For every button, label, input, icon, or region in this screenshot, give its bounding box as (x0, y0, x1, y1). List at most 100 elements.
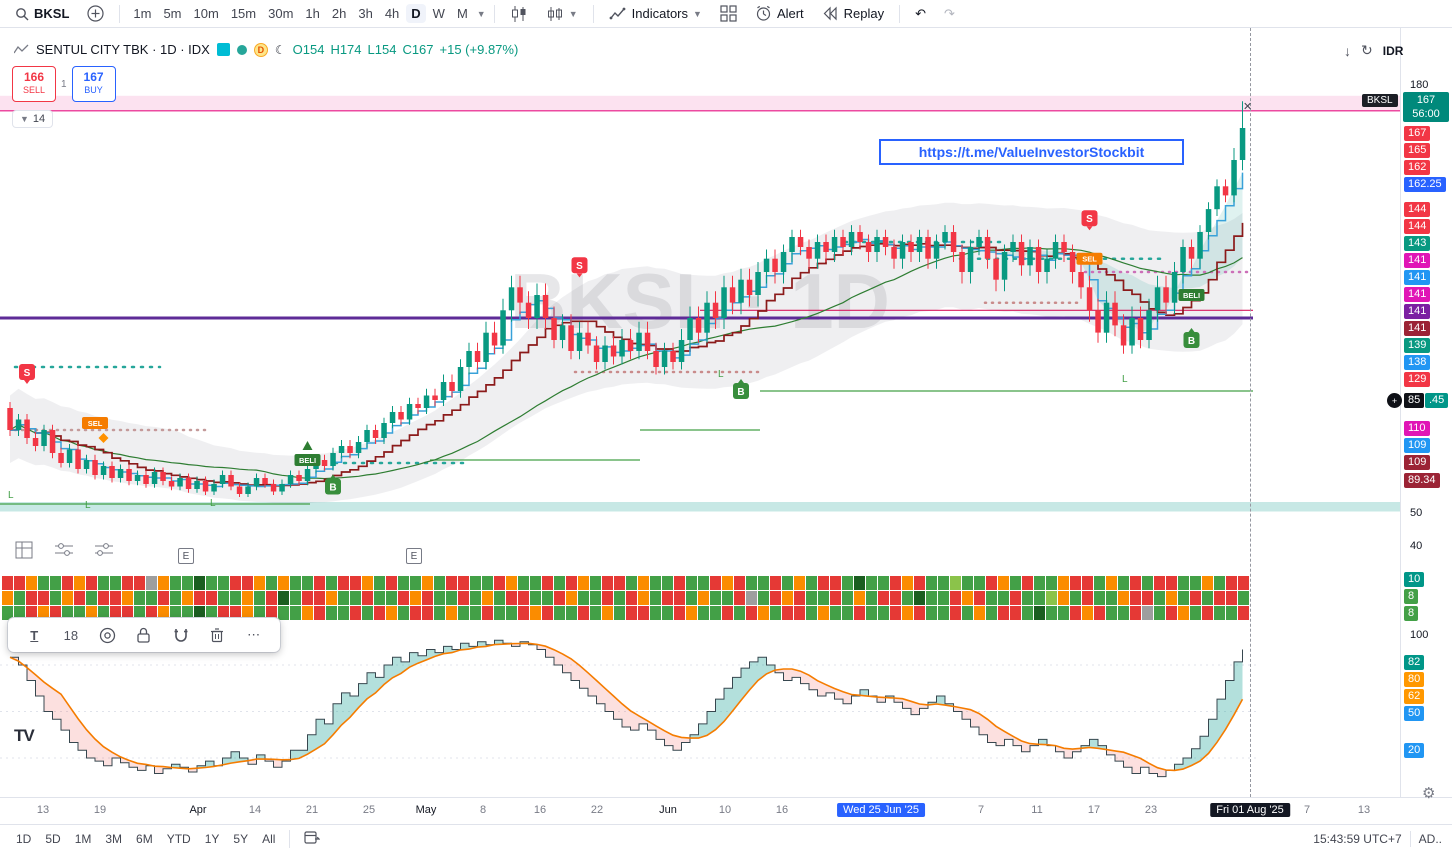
heatmap-indicator[interactable] (2, 576, 1258, 622)
timeframe-chevron-icon[interactable]: ▼ (476, 8, 486, 19)
heatmap-cell (170, 576, 181, 590)
timeframe-1m[interactable]: 1m (133, 6, 152, 21)
price-chart-canvas[interactable]: BKSL · 1DLLLLLSELSELBELIBELISSSBBB (0, 28, 1400, 570)
download-icon[interactable]: ↓ (1344, 42, 1351, 59)
symbol-search-button[interactable]: BKSL (8, 4, 76, 23)
timeframe-10m[interactable]: 10m (193, 6, 219, 21)
chart-style-picker-button[interactable]: ▼ (539, 3, 585, 25)
adjust-toggle[interactable]: AD.. (1418, 832, 1442, 846)
heatmap-cell (674, 576, 685, 590)
magnet-button[interactable] (167, 622, 195, 648)
heatmap-cell (578, 606, 589, 620)
compare-add-button[interactable] (80, 3, 111, 24)
heatmap-cell (902, 591, 913, 605)
heatmap-cell (62, 606, 73, 620)
time-tick: 7 (977, 804, 985, 816)
emoji-tool-button[interactable] (93, 622, 121, 648)
range-5d[interactable]: 5D (45, 832, 61, 846)
price-label-8: 8 (1404, 589, 1419, 604)
url-annotation[interactable]: https://t.me/ValueInvestorStockbit (879, 139, 1184, 165)
chart-legend[interactable]: SENTUL CITY TBK · 1D · IDX D ☾ O154 H174… (14, 42, 518, 57)
range-6m[interactable]: 6M (136, 832, 153, 846)
range-1d[interactable]: 1D (16, 832, 32, 846)
replay-button[interactable]: Replay (815, 3, 891, 24)
heatmap-cell (374, 591, 385, 605)
oscillator-canvas[interactable] (0, 630, 1400, 797)
heatmap-cell (926, 576, 937, 590)
heatmap-cell (794, 591, 805, 605)
crosshair-vertical-line (1250, 28, 1251, 797)
chart-style-button[interactable] (503, 3, 535, 25)
timeframe-3h[interactable]: 3h (358, 6, 373, 21)
layout-grid-button[interactable] (713, 3, 744, 24)
range-1y[interactable]: 1Y (204, 832, 220, 846)
pane-layout-button[interactable] (12, 538, 36, 562)
timeframe-2h[interactable]: 2h (331, 6, 347, 21)
indicators-button[interactable]: Indicators ▼ (602, 3, 709, 25)
timeframe-D[interactable]: D (406, 4, 426, 23)
sell-button[interactable]: 166 SELL (12, 66, 56, 102)
heatmap-cell (914, 591, 925, 605)
heatmap-cell (398, 606, 409, 620)
timeframe-M[interactable]: M (456, 6, 468, 21)
heatmap-cell (230, 576, 241, 590)
clock-display[interactable]: 15:43:59 UTC+7 (1313, 832, 1402, 846)
heatmap-cell (1046, 606, 1057, 620)
text-tool-button[interactable]: T (30, 627, 39, 643)
heatmap-cell (1106, 606, 1117, 620)
heatmap-cell (878, 606, 889, 620)
pane-settings-gear-icon[interactable]: ⚙ (1422, 785, 1436, 802)
countdown-time: 56:00 (1412, 108, 1440, 120)
timeframe-5m[interactable]: 5m (163, 6, 182, 21)
heatmap-cell (86, 576, 97, 590)
support-marker: L (718, 369, 724, 380)
heatmap-cell (62, 591, 73, 605)
heatmap-cell (266, 591, 277, 605)
range-ytd[interactable]: YTD (166, 832, 191, 846)
magnet-icon (174, 629, 188, 642)
redo-button[interactable]: ↷ (937, 4, 962, 24)
go-to-date-button[interactable] (298, 828, 326, 850)
symbol-title[interactable]: SENTUL CITY TBK · 1D · IDX (36, 42, 210, 57)
heatmap-cell (1106, 591, 1117, 605)
price-scale[interactable]: 167 56:00 180 167 165 162 162.25 144 144 143 141… (1387, 28, 1452, 797)
event-flag[interactable]: E (406, 548, 422, 564)
undo-button[interactable]: ↶ (908, 4, 933, 24)
quick-trade-icon[interactable]: + (1387, 393, 1402, 408)
indicator-collapse-pill[interactable]: ▼ 14 (12, 110, 54, 128)
buy-button[interactable]: 167 BUY (71, 66, 116, 102)
range-5y[interactable]: 5Y (233, 832, 249, 846)
range-3m[interactable]: 3M (105, 832, 123, 846)
heatmap-cell (518, 591, 529, 605)
font-size-button[interactable]: 18 (63, 627, 79, 643)
timeframe-1h[interactable]: 1h (305, 6, 320, 21)
heatmap-cell (218, 576, 229, 590)
timeframe-15m[interactable]: 15m (230, 6, 257, 21)
heatmap-cell (1238, 591, 1249, 605)
timeframe-30m[interactable]: 30m (268, 6, 294, 21)
alert-button[interactable]: Alert (748, 3, 811, 24)
range-all[interactable]: All (262, 832, 276, 846)
event-flag[interactable]: E (178, 548, 194, 564)
heatmap-cell (194, 576, 205, 590)
heatmap-cell (458, 576, 469, 590)
timeframe-4h[interactable]: 4h (384, 6, 400, 21)
pane-button-row (12, 538, 116, 562)
time-axis[interactable]: 13 19 Apr 14 21 25 May 8 16 22 Jun 10 16 Wed 25 Jun '… (0, 797, 1452, 824)
indicator-settings-button[interactable] (52, 538, 76, 562)
range-1m[interactable]: 1M (74, 832, 92, 846)
lock-button[interactable] (130, 622, 158, 648)
heatmap-cell (698, 576, 709, 590)
indicator-settings-button-2[interactable] (92, 538, 116, 562)
countdown-badge: 167 56:00 (1403, 92, 1449, 122)
currency-label[interactable]: IDR (1382, 43, 1404, 58)
countdown-price: 167 (1416, 94, 1436, 106)
low-value: L154 (367, 42, 397, 57)
more-options-button[interactable]: ⋯ (247, 627, 261, 642)
tradingview-logo[interactable]: TV (14, 726, 35, 745)
delete-button[interactable] (203, 622, 231, 648)
heatmap-cell (818, 606, 829, 620)
refresh-icon[interactable]: ↻ (1361, 42, 1373, 58)
crosshair-x-marker[interactable]: ✕ (1243, 101, 1253, 113)
timeframe-W[interactable]: W (432, 6, 445, 21)
